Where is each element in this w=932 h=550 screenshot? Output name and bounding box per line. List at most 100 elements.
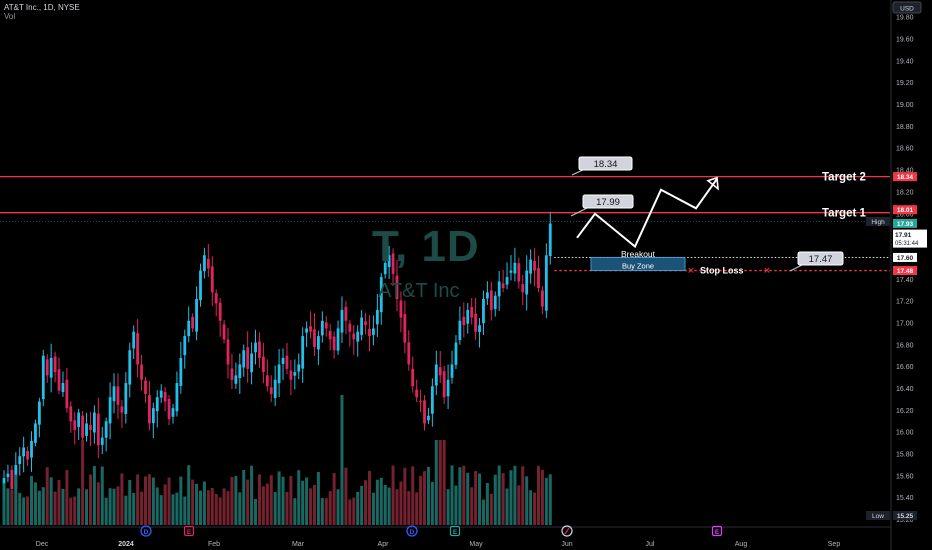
candle-body	[167, 399, 171, 420]
candle-body	[69, 406, 73, 422]
volume-bar	[430, 481, 434, 525]
candle-body	[37, 401, 41, 425]
candle-body	[356, 331, 360, 342]
volume-bar	[96, 482, 100, 525]
volume-bar	[387, 487, 391, 525]
candle-body	[30, 440, 33, 458]
price-tick-label: 17.20	[896, 299, 914, 306]
volume-bar	[104, 497, 108, 525]
candle-body	[383, 262, 387, 275]
candle-body	[120, 406, 124, 413]
volume-bar	[147, 474, 151, 525]
volume-bar	[37, 490, 41, 525]
volume-bar	[309, 488, 313, 525]
volume-bar	[536, 465, 540, 525]
candle-body	[175, 383, 179, 412]
candle-body	[391, 253, 395, 274]
candle-body	[434, 364, 438, 386]
candle-body	[297, 364, 301, 372]
stop-x-left-icon: ✕	[687, 266, 695, 276]
candle-body	[155, 397, 159, 412]
earnings-marker-icon	[711, 525, 723, 537]
price-tick-label: 18.60	[896, 146, 914, 153]
callout-1799-box	[582, 194, 634, 209]
candle-body	[438, 367, 442, 376]
candle-body	[273, 379, 277, 399]
candle-body	[328, 330, 332, 340]
candle-body	[474, 313, 477, 332]
candle-body	[238, 364, 242, 379]
volume-bar	[478, 473, 482, 525]
volume-bar	[143, 476, 147, 525]
target1-label: Target 1	[822, 208, 866, 220]
time-tick-label: May	[469, 541, 483, 548]
last-price-bg	[893, 229, 927, 248]
volume-bar	[509, 470, 513, 525]
candle-body	[108, 397, 112, 424]
volume-bar	[218, 497, 222, 525]
volume-bar	[69, 497, 73, 525]
candle-body	[375, 309, 379, 325]
volume-bar	[324, 498, 328, 525]
candle-body	[277, 364, 281, 384]
candle-body	[203, 255, 206, 272]
volume-bar	[61, 488, 65, 525]
volume-bar	[159, 495, 163, 525]
candle-body	[89, 425, 92, 430]
candle-body	[285, 355, 289, 369]
candle-body	[466, 309, 470, 324]
candle-body	[450, 364, 454, 378]
volume-bar	[442, 440, 446, 525]
high-label-bg	[866, 216, 890, 226]
watermark-ticker: T, 1D	[372, 222, 480, 271]
volume-bar	[73, 496, 77, 525]
candle-body	[250, 353, 253, 373]
volume-bar	[242, 469, 246, 525]
candle-body	[34, 423, 37, 443]
volume-bar	[179, 476, 183, 525]
candle-body	[446, 379, 450, 397]
candle-body	[493, 295, 497, 310]
candle-body	[309, 326, 312, 332]
volume-bar	[151, 477, 155, 525]
candle-body	[364, 321, 367, 326]
candle-body	[281, 357, 285, 364]
volume-bar	[124, 495, 128, 525]
volume-bar	[112, 488, 116, 525]
volume-bar	[485, 482, 489, 525]
volume-bar	[340, 395, 344, 525]
projection-arrow-icon	[706, 176, 719, 191]
currency-label: USD	[900, 6, 914, 13]
callout-1799-text: 17.99	[596, 197, 620, 208]
volume-bar	[383, 484, 387, 525]
high-tag-bg	[893, 218, 917, 228]
time-tick-label: Apr	[378, 541, 390, 548]
volume-bar	[364, 480, 368, 525]
candle-body	[151, 408, 155, 424]
time-tick-label: Dec	[36, 541, 49, 548]
price-tick-label: 15.60	[896, 473, 914, 480]
volume-bar	[257, 474, 261, 525]
volume-bar	[136, 474, 140, 525]
volume-bar	[344, 467, 348, 525]
target2-tag-bg	[893, 172, 917, 182]
volume-bar	[22, 497, 26, 525]
candle-body	[148, 395, 151, 424]
candle-body	[462, 316, 466, 326]
candle-body	[525, 270, 529, 295]
candle-body	[218, 302, 222, 321]
candle-body	[478, 325, 481, 332]
volume-bar	[30, 476, 34, 525]
volume-bar	[533, 492, 537, 525]
candle-body	[159, 390, 163, 398]
volume-bar	[92, 466, 96, 525]
candle-body	[301, 336, 305, 369]
volume-bar	[540, 469, 544, 525]
candle-body	[49, 357, 53, 378]
candle-body	[265, 375, 269, 387]
volume-bar	[438, 440, 442, 525]
volume-bar	[348, 499, 352, 525]
volume-bar	[375, 479, 379, 525]
volume-bar	[6, 488, 10, 525]
